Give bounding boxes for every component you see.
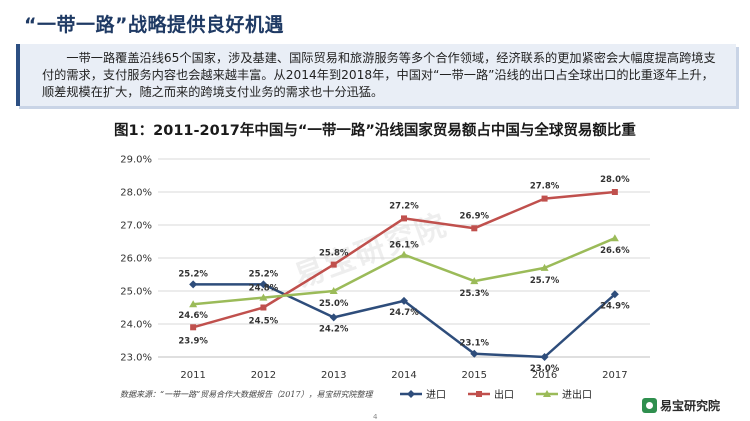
data-label: 26.1% (389, 241, 419, 251)
x-tick-label: 2011 (180, 370, 205, 381)
data-label: 28.0% (600, 175, 630, 185)
slide-title: “一带一路”战略提供良好机遇 (24, 14, 284, 36)
data-label: 23.0% (530, 364, 560, 374)
data-label: 23.9% (178, 336, 208, 346)
legend-label: 出口 (494, 388, 514, 401)
data-point (330, 261, 337, 268)
data-label: 24.5% (249, 317, 279, 327)
data-label: 25.7% (530, 276, 560, 286)
intro-box: 一带一路覆盖沿线65个国家，涉及基建、国际贸易和旅游服务等多个合作领域，经济联系… (16, 44, 736, 106)
x-tick-label: 2012 (251, 370, 276, 381)
legend-marker (407, 390, 415, 398)
data-label: 24.8% (249, 284, 279, 294)
legend-marker (543, 390, 551, 397)
data-label: 25.2% (178, 269, 208, 279)
chart-title: 图1：2011-2017年中国与“一带一路”沿线国家贸易额占中国与全球贸易额比重 (114, 123, 636, 139)
page-number: 4 (373, 413, 378, 421)
data-label: 24.9% (600, 301, 630, 311)
data-label: 24.2% (319, 324, 349, 334)
y-tick-label: 28.0% (120, 188, 152, 199)
data-label: 25.2% (249, 269, 279, 279)
data-point (259, 280, 268, 289)
data-point (541, 195, 548, 202)
data-point (610, 234, 619, 242)
data-point (260, 304, 267, 311)
data-label: 25.3% (460, 289, 490, 299)
data-point (329, 313, 338, 322)
x-tick-label: 2016 (532, 370, 557, 381)
data-point (540, 263, 549, 271)
x-tick-label: 2014 (391, 370, 416, 381)
data-point (189, 300, 198, 308)
data-point (190, 324, 197, 331)
data-point (471, 225, 478, 232)
data-point (611, 189, 618, 195)
data-point (540, 353, 549, 361)
x-tick-label: 2015 (462, 370, 487, 381)
data-label: 25.0% (319, 299, 349, 309)
data-label: 25.8% (319, 249, 349, 259)
data-label: 27.2% (389, 201, 419, 211)
data-label: 23.1% (460, 339, 490, 349)
data-point (259, 293, 268, 301)
y-tick-label: 25.0% (120, 287, 152, 298)
data-label: 27.8% (530, 182, 560, 192)
legend-label: 进出口 (562, 388, 592, 401)
data-point (470, 277, 479, 285)
logo: 易宝研究院 (642, 397, 720, 414)
source-note: 数据来源：“一带一路”贸易合作大数据报告（2017），易宝研究院整理 (120, 390, 373, 399)
legend-marker (476, 391, 482, 397)
data-point (610, 290, 619, 299)
data-label: 24.6% (178, 311, 208, 321)
data-label: 24.7% (389, 308, 419, 318)
legend-label: 进口 (426, 389, 446, 401)
yeepay-logo-icon (642, 398, 657, 413)
x-tick-label: 2017 (602, 370, 627, 381)
intro-text: 一带一路覆盖沿线65个国家，涉及基建、国际贸易和旅游服务等多个合作领域，经济联系… (42, 51, 716, 99)
y-tick-label: 23.0% (120, 353, 152, 364)
data-point (329, 287, 338, 294)
y-tick-label: 29.0% (120, 155, 152, 166)
y-tick-label: 24.0% (120, 320, 152, 331)
y-tick-label: 26.0% (120, 254, 152, 265)
data-point (400, 250, 408, 258)
data-point (400, 296, 408, 305)
data-label: 26.9% (460, 211, 490, 221)
data-point (401, 215, 407, 222)
logo-text: 易宝研究院 (660, 399, 721, 413)
data-point (189, 280, 198, 289)
data-label: 26.6% (600, 246, 630, 256)
data-point (470, 349, 479, 358)
y-tick-label: 27.0% (120, 221, 152, 232)
x-tick-label: 2013 (321, 370, 346, 381)
